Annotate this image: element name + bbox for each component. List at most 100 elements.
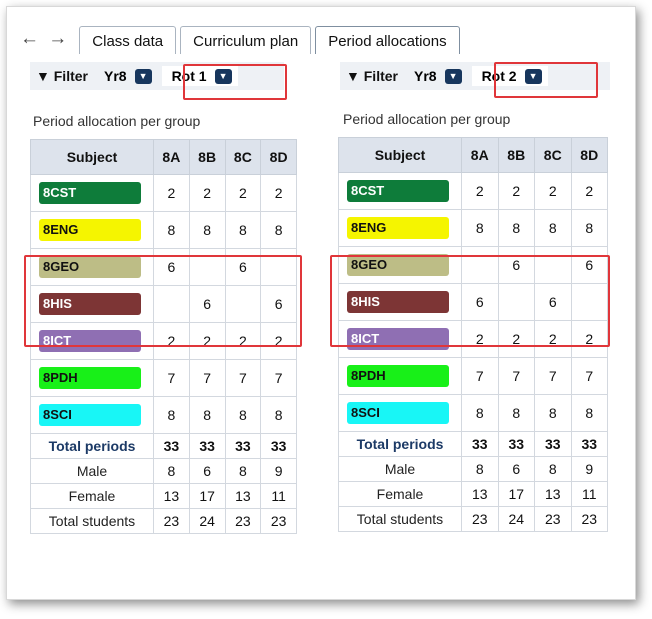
male-row: Male 8 6 8 9 [30,458,297,484]
right-rotation-select[interactable]: Rot 2 ▼ [471,66,548,86]
allocation-cell[interactable]: 2 [461,172,499,210]
subject-chip[interactable]: 8HIS [347,291,449,313]
subject-chip[interactable]: 8ICT [39,330,141,352]
allocation-cell[interactable]: 8 [153,211,190,249]
allocation-cell[interactable]: 7 [497,357,535,395]
allocation-cell[interactable] [570,283,608,321]
subject-chip[interactable]: 8HIS [39,293,141,315]
allocation-cell[interactable]: 8 [260,211,297,249]
allocation-cell[interactable] [153,285,190,323]
subject-chip[interactable]: 8ENG [39,219,141,241]
allocation-cell[interactable]: 7 [153,359,190,397]
back-arrow-icon[interactable]: ← [20,28,41,49]
left-filter-button[interactable]: ▼ Filter [36,68,88,84]
allocation-cell[interactable]: 2 [224,174,262,212]
total-periods-row-label: Total periods [338,431,462,457]
allocation-cell[interactable] [497,283,535,321]
female-row-value: 17 [188,483,226,509]
subject-chip[interactable]: 8SCI [39,404,141,426]
male-row-value: 6 [497,456,535,482]
allocation-cell[interactable]: 2 [534,320,572,358]
allocation-cell[interactable]: 2 [188,174,226,212]
subject-cell: 8HIS [30,285,154,323]
allocation-cell[interactable]: 6 [461,283,499,321]
right-filter-button[interactable]: ▼ Filter [346,68,398,84]
subject-chip[interactable]: 8GEO [39,256,141,278]
allocation-cell[interactable]: 8 [461,209,499,247]
allocation-cell[interactable]: 8 [461,394,499,432]
allocation-cell[interactable]: 7 [570,357,608,395]
subject-chip[interactable]: 8CST [39,182,141,204]
allocation-cell[interactable]: 8 [260,396,297,434]
allocation-cell[interactable]: 2 [260,174,297,212]
male-row-label: Male [30,458,154,484]
allocation-cell[interactable]: 2 [570,320,608,358]
allocation-cell[interactable]: 6 [153,248,190,286]
female-row-value: 13 [534,481,572,507]
right-year-select[interactable]: Yr8 ▼ [414,68,462,84]
subject-chip[interactable]: 8CST [347,180,449,202]
chevron-down-icon: ▼ [214,68,232,84]
tab-class-data[interactable]: Class data [79,26,177,54]
allocation-cell[interactable]: 6 [534,283,572,321]
allocation-cell[interactable]: 8 [224,211,262,249]
total-periods-row-value: 33 [188,433,226,459]
allocation-cell[interactable] [260,248,297,286]
allocation-cell[interactable]: 2 [461,320,499,358]
allocation-cell[interactable]: 7 [461,357,499,395]
subject-chip[interactable]: 8PDH [347,365,449,387]
allocation-cell[interactable]: 7 [260,359,297,397]
allocation-cell[interactable]: 7 [534,357,572,395]
allocation-cell[interactable]: 2 [497,172,535,210]
allocation-cell[interactable] [224,285,262,323]
total-periods-row-value: 33 [534,431,572,457]
tab-period-allocations[interactable]: Period allocations [315,26,460,54]
allocation-cell[interactable]: 7 [224,359,262,397]
subject-chip[interactable]: 8ICT [347,328,449,350]
allocation-cell[interactable] [188,248,226,286]
allocation-cell[interactable]: 2 [224,322,262,360]
allocation-cell[interactable]: 8 [188,396,226,434]
total-students-row-label: Total students [30,508,154,534]
allocation-cell[interactable] [461,246,499,284]
allocation-cell[interactable]: 6 [260,285,297,323]
allocation-cell[interactable]: 2 [260,322,297,360]
allocation-cell[interactable]: 8 [570,394,608,432]
subject-chip[interactable]: 8ENG [347,217,449,239]
allocation-cell[interactable]: 8 [534,209,572,247]
allocation-cell[interactable]: 8 [497,209,535,247]
allocation-cell[interactable]: 6 [188,285,226,323]
forward-arrow-icon[interactable]: → [48,28,70,49]
allocation-cell[interactable]: 6 [570,246,608,284]
female-row-value: 11 [570,481,608,507]
allocation-cell[interactable]: 2 [534,172,572,210]
subject-row: 8HIS 6 6 [30,285,297,323]
allocation-cell[interactable]: 2 [570,172,608,210]
male-row-label: Male [338,456,462,482]
allocation-cell[interactable]: 2 [497,320,535,358]
tab-curriculum-plan[interactable]: Curriculum plan [180,26,312,54]
subject-chip[interactable]: 8SCI [347,402,449,424]
left-year-select[interactable]: Yr8 ▼ [104,68,152,84]
group-column-header: 8C [534,137,572,173]
allocation-cell[interactable]: 6 [224,248,262,286]
allocation-cell[interactable] [534,246,572,284]
subject-column-header: Subject [338,137,462,173]
subject-chip[interactable]: 8PDH [39,367,141,389]
allocation-cell[interactable]: 8 [224,396,262,434]
allocation-cell[interactable]: 2 [188,322,226,360]
allocation-cell[interactable]: 8 [534,394,572,432]
total-students-row-value: 23 [570,506,608,532]
filter-icon: ▼ [36,68,50,84]
allocation-cell[interactable]: 8 [188,211,226,249]
allocation-cell[interactable]: 8 [570,209,608,247]
allocation-cell[interactable]: 2 [153,322,190,360]
allocation-cell[interactable]: 6 [497,246,535,284]
allocation-cell[interactable]: 8 [497,394,535,432]
male-row-value: 8 [224,458,262,484]
allocation-cell[interactable]: 8 [153,396,190,434]
allocation-cell[interactable]: 2 [153,174,190,212]
allocation-cell[interactable]: 7 [188,359,226,397]
subject-chip[interactable]: 8GEO [347,254,449,276]
left-rotation-select[interactable]: Rot 1 ▼ [161,66,238,86]
